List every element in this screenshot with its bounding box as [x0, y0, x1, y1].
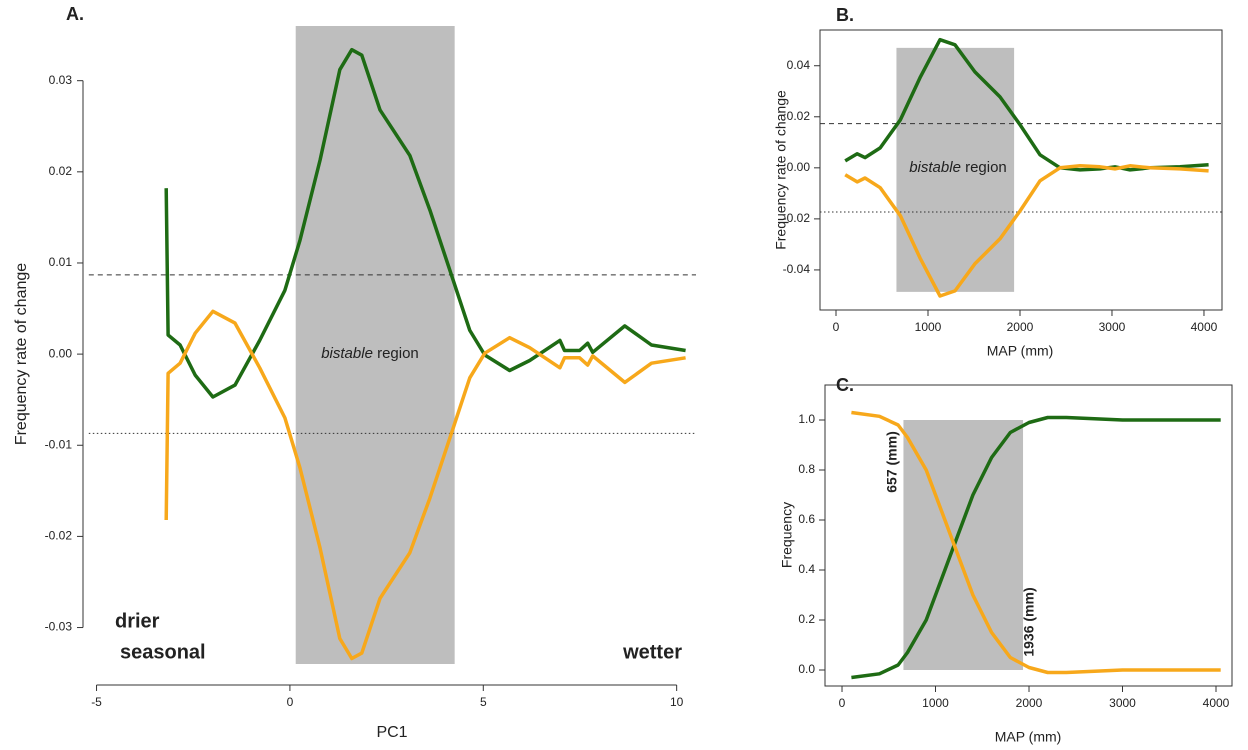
x-tick-label: 1000 [922, 696, 949, 710]
y-tick-label: 1.0 [798, 412, 815, 426]
plot-frame [819, 29, 1223, 311]
shaded-region [903, 420, 1024, 670]
x-tick-label: 4000 [1191, 320, 1218, 334]
x-tick-label: 2000 [1016, 696, 1043, 710]
annotation: drier [115, 610, 160, 632]
x-tick-label: 0 [839, 696, 846, 710]
annotation: wetter [622, 641, 682, 663]
plot-frame [824, 384, 1233, 687]
x-axis-label: MAP (mm) [987, 343, 1054, 359]
annotation: 657 (mm) [884, 431, 900, 492]
shade-label-rest: region [965, 159, 1007, 176]
y-tick-label: 0.4 [798, 562, 815, 576]
y-axis-label: Frequency [779, 502, 795, 568]
x-tick-label: 1000 [915, 320, 942, 334]
shade-label-rest: region [377, 345, 419, 362]
data-line [844, 37, 1209, 172]
shade-label: bistable region [909, 159, 1007, 176]
data-line [164, 47, 686, 399]
y-tick-label: 0.04 [787, 58, 811, 72]
x-tick-label: 3000 [1109, 696, 1136, 710]
y-tick-label: 0.03 [49, 73, 73, 87]
data-line [851, 415, 1221, 680]
y-tick-label: -0.04 [783, 262, 811, 276]
y-tick-label: 0.00 [787, 160, 811, 174]
y-tick-label: -0.02 [45, 529, 73, 543]
y-axis-label: Frequency rate of change [13, 263, 30, 445]
y-tick-label: -0.01 [45, 437, 73, 451]
chart-title: B. [836, 5, 854, 25]
x-tick-label: 5 [480, 695, 487, 709]
x-tick-label: 2000 [1007, 320, 1034, 334]
shade-label-italic: bistable [321, 345, 373, 362]
y-tick-label: 0.2 [798, 612, 815, 626]
annotation: seasonal [120, 641, 206, 663]
data-line [164, 309, 686, 661]
y-tick-label: 0.6 [798, 512, 815, 526]
y-tick-label: 0.02 [49, 164, 73, 178]
x-tick-label: 4000 [1203, 696, 1230, 710]
x-tick-label: 10 [670, 695, 684, 709]
chart-title: C. [836, 375, 854, 395]
y-axis-label: Frequency rate of change [773, 90, 789, 250]
y-tick-label: -0.02 [783, 211, 811, 225]
y-tick-label: -0.03 [45, 620, 73, 634]
y-tick-label: 0.8 [798, 462, 815, 476]
annotation: 1936 (mm) [1021, 587, 1037, 656]
x-tick-label: 0 [287, 695, 294, 709]
y-tick-label: 0.00 [49, 346, 73, 360]
x-tick-label: 3000 [1099, 320, 1126, 334]
shade-label-italic: bistable [909, 159, 961, 176]
chart-title: A. [66, 4, 84, 24]
x-axis-label: MAP (mm) [995, 729, 1062, 745]
y-tick-label: 0.01 [49, 255, 73, 269]
y-tick-label: 0.0 [798, 662, 815, 676]
x-axis-label: PC1 [376, 724, 407, 741]
x-tick-label: -5 [91, 695, 102, 709]
data-line [851, 410, 1221, 675]
shade-label: bistable region [321, 345, 419, 362]
data-line [844, 164, 1209, 298]
x-tick-label: 0 [833, 320, 840, 334]
y-tick-label: 0.02 [787, 109, 811, 123]
